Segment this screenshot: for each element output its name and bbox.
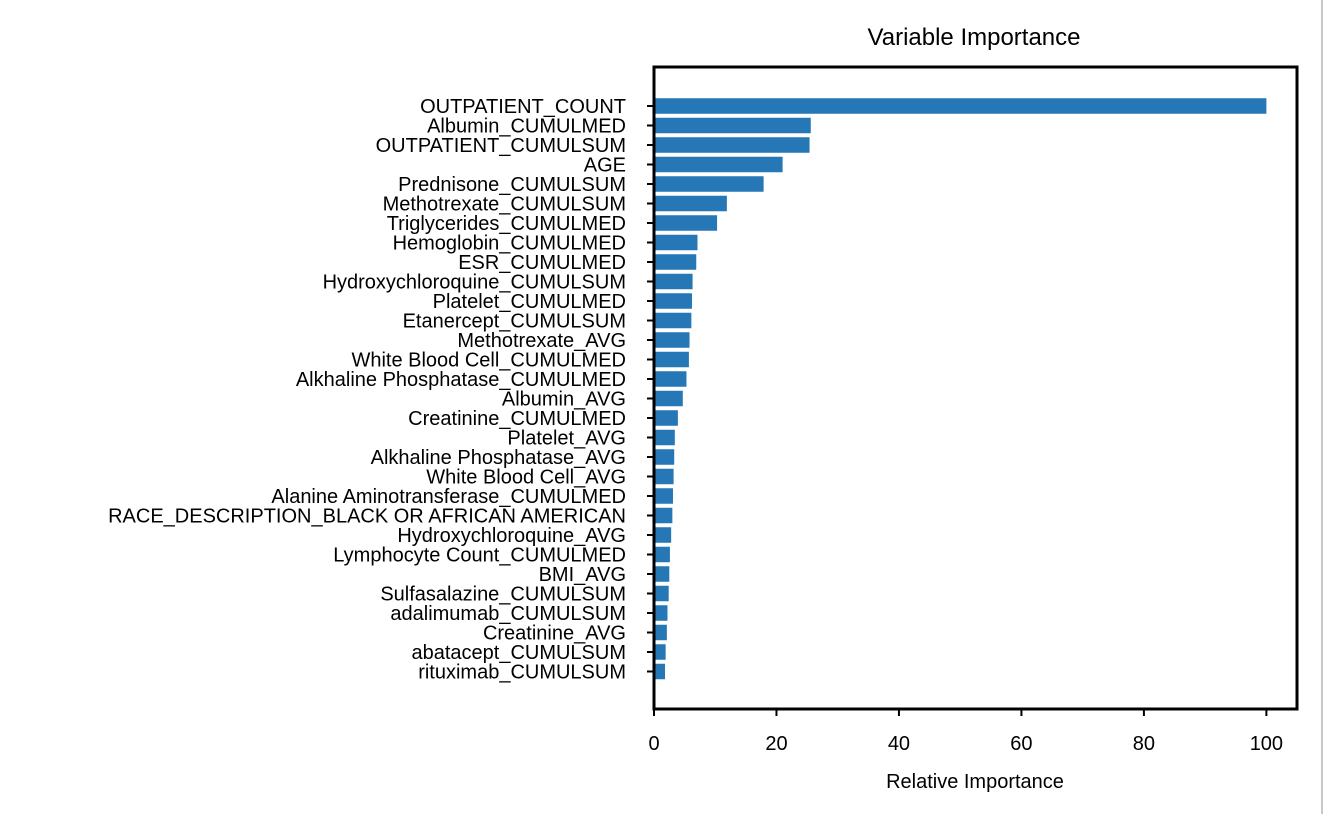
x-tick-label: 60 (1010, 733, 1032, 755)
y-tick-label: Alkhaline Phosphatase_CUMULMED (296, 369, 626, 391)
bar-white-blood-cell-avg (654, 468, 674, 485)
bar-alkhaline-phosphatase-cumulmed (654, 371, 687, 387)
x-axis-ticks: 0 20 40 60 80 100 (648, 709, 1283, 755)
y-tick-label: Creatinine_CUMULMED (408, 408, 626, 430)
y-tick-label: Albumin_AVG (502, 389, 626, 411)
bar-adalimumab-cumulsum (654, 605, 668, 621)
y-tick-label: Triglycerides_CUMULMED (387, 213, 626, 235)
y-tick-label: OUTPATIENT_COUNT (420, 96, 626, 118)
y-tick-label: White Blood Cell_CUMULMED (351, 350, 626, 372)
bar-alanine-aminotransferase-cumulmed (654, 488, 673, 504)
y-tick-label: Platelet_AVG (507, 428, 626, 450)
bar-albumin-cumulmed (654, 117, 811, 134)
y-tick-label: abatacept_CUMULSUM (411, 642, 626, 664)
y-tick-label: Albumin_CUMULMED (427, 116, 626, 138)
x-tick-label: 20 (765, 733, 787, 755)
y-tick-label: AGE (584, 155, 626, 177)
y-tick-label: Hemoglobin_CUMULMED (393, 233, 626, 255)
bar-outpatient-count (654, 98, 1267, 114)
bar-etanercept-cumulsum (654, 312, 692, 329)
bar-hydroxychloroquine-avg (654, 527, 672, 543)
bar-age (654, 156, 783, 173)
y-tick-label: ESR_CUMULMED (458, 252, 626, 274)
bar-sulfasalazine-cumulsum (654, 585, 669, 602)
bar-alkhaline-phosphatase-avg (654, 449, 675, 465)
bar-creatinine-cumulmed (654, 410, 678, 426)
x-tick-label: 100 (1250, 733, 1283, 755)
page-edge-divider (1321, 0, 1323, 814)
y-tick-label: RACE_DESCRIPTION_BLACK OR AFRICAN AMERIC… (108, 506, 626, 528)
y-tick-label: Hydroxychloroquine_AVG (397, 525, 626, 547)
plot-frame (652, 65, 1299, 711)
y-axis-ticks: OUTPATIENT_COUNTAlbumin_CUMULMEDOUTPATIE… (108, 96, 654, 684)
bar-rituximab-cumulsum (654, 663, 666, 680)
y-tick-label: Lymphocyte Count_CUMULMED (333, 545, 626, 567)
bar-prednisone-cumulsum (654, 176, 764, 192)
bar-triglycerides-cumulmed (654, 215, 718, 231)
x-axis-label: Relative Importance (886, 771, 1064, 793)
bar-abatacept-cumulsum (654, 644, 666, 660)
x-tick-label: 80 (1133, 733, 1155, 755)
bar-methotrexate-cumulsum (654, 195, 727, 212)
bar-esr-cumulmed (654, 254, 697, 270)
y-tick-label: rituximab_CUMULSUM (418, 662, 626, 684)
bar-platelet-cumulmed (654, 293, 692, 309)
y-tick-label: Methotrexate_CUMULSUM (383, 194, 626, 216)
y-tick-label: Alanine Aminotransferase_CUMULMED (271, 486, 626, 508)
y-tick-label: Platelet_CUMULMED (433, 291, 626, 313)
x-tick-label: 40 (888, 733, 910, 755)
bar-bmi-avg (654, 566, 670, 582)
bar-hydroxychloroquine-cumulsum (654, 273, 693, 290)
y-tick-label: adalimumab_CUMULSUM (390, 603, 626, 625)
y-tick-label: Creatinine_AVG (483, 623, 626, 645)
y-tick-label: Alkhaline Phosphatase_AVG (371, 447, 626, 469)
bars-layer (654, 98, 1267, 680)
x-tick-label: 0 (648, 733, 659, 755)
bar-race-description-black-or-african-american (654, 507, 673, 524)
bar-albumin-avg (654, 390, 683, 407)
y-tick-label: Hydroxychloroquine_CUMULSUM (323, 272, 626, 294)
bar-white-blood-cell-cumulmed (654, 351, 689, 368)
y-tick-label: Prednisone_CUMULSUM (398, 174, 626, 196)
bar-methotrexate-avg (654, 332, 690, 348)
bar-outpatient-cumulsum (654, 137, 810, 153)
y-tick-label: OUTPATIENT_CUMULSUM (376, 135, 626, 157)
chart-title: Variable Importance (868, 24, 1081, 51)
bar-platelet-avg (654, 429, 675, 446)
bar-creatinine-avg (654, 624, 667, 641)
y-tick-label: Sulfasalazine_CUMULSUM (380, 584, 626, 606)
bar-lymphocyte-count-cumulmed (654, 546, 670, 563)
y-tick-label: White Blood Cell_AVG (426, 467, 626, 489)
y-tick-label: Etanercept_CUMULSUM (403, 311, 626, 333)
y-tick-label: Methotrexate_AVG (457, 330, 626, 352)
bar-hemoglobin-cumulmed (654, 234, 698, 251)
y-tick-label: BMI_AVG (539, 564, 626, 586)
